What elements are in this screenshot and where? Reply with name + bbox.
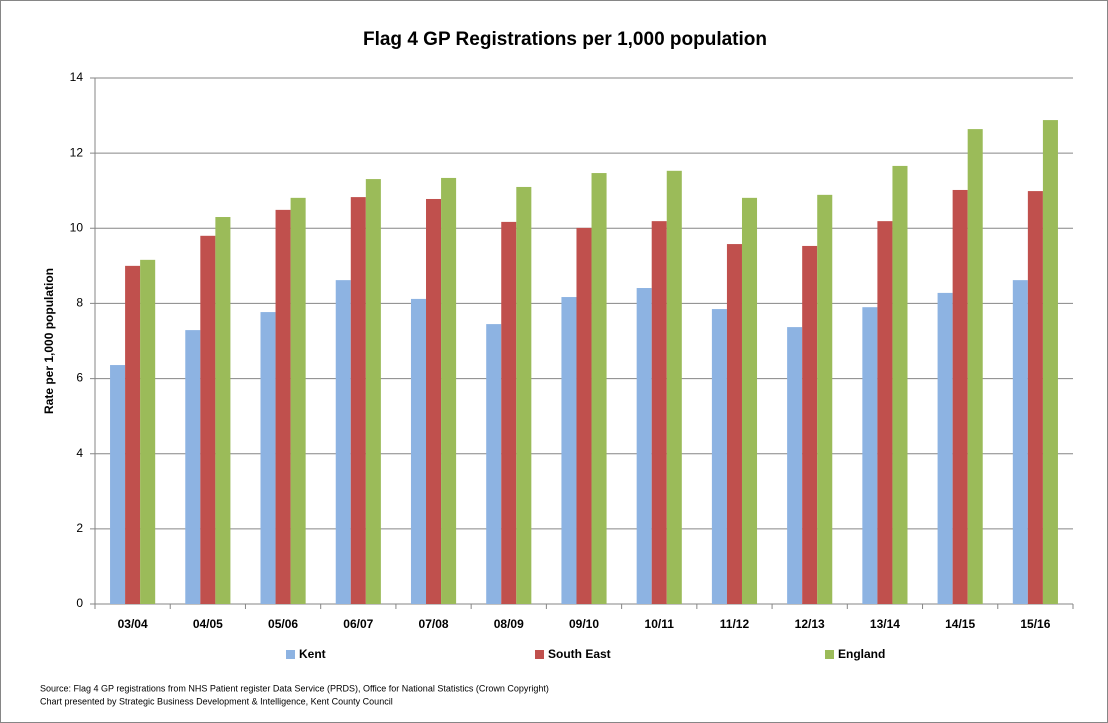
x-tick-label: 04/05 xyxy=(193,617,223,631)
bar xyxy=(335,280,351,604)
bar xyxy=(802,245,818,605)
bar xyxy=(726,244,742,604)
bar xyxy=(365,179,381,604)
x-tick-label: 05/06 xyxy=(268,617,298,631)
bar xyxy=(441,177,457,604)
bar xyxy=(877,221,893,604)
x-tick-label: 15/16 xyxy=(1020,617,1050,631)
bar xyxy=(636,288,652,604)
y-tick-label: 14 xyxy=(70,70,84,84)
x-tick-label: 14/15 xyxy=(945,617,975,631)
x-tick-label: 06/07 xyxy=(343,617,373,631)
x-tick-label: 12/13 xyxy=(795,617,825,631)
y-tick-label: 8 xyxy=(76,296,83,310)
x-tick-label: 09/10 xyxy=(569,617,599,631)
bar xyxy=(125,265,141,604)
x-tick-label: 08/09 xyxy=(494,617,524,631)
bar xyxy=(862,307,878,604)
legend-swatch xyxy=(825,650,834,659)
bar xyxy=(501,221,517,605)
bar xyxy=(1042,120,1058,604)
y-axis-label: Rate per 1,000 population xyxy=(42,268,56,414)
bar xyxy=(787,327,803,604)
legend-label: Kent xyxy=(299,647,326,661)
bar xyxy=(817,194,833,604)
y-tick-label: 2 xyxy=(76,521,83,535)
bar xyxy=(576,227,592,604)
bar xyxy=(200,235,216,605)
bar xyxy=(350,197,366,604)
bar xyxy=(892,165,908,604)
bar xyxy=(1027,191,1043,604)
bar xyxy=(110,365,126,604)
bar xyxy=(185,330,201,604)
bar xyxy=(937,292,953,604)
legend-swatch xyxy=(286,650,295,659)
legend-label: England xyxy=(838,647,885,661)
bar xyxy=(275,209,291,604)
bar xyxy=(651,221,667,604)
chart-title: Flag 4 GP Registrations per 1,000 popula… xyxy=(363,29,767,50)
bar xyxy=(410,298,427,604)
bar xyxy=(561,297,577,604)
source-note: Source: Flag 4 GP registrations from NHS… xyxy=(40,683,549,693)
bar xyxy=(486,324,502,604)
bar xyxy=(260,312,276,604)
y-tick-label: 0 xyxy=(76,596,83,610)
y-tick-label: 4 xyxy=(76,446,83,460)
bar xyxy=(1012,280,1028,604)
y-tick-label: 10 xyxy=(70,220,84,234)
y-tick-label: 12 xyxy=(70,145,84,159)
legend-label: South East xyxy=(548,647,611,661)
bar xyxy=(711,309,727,604)
bar xyxy=(516,186,532,604)
bar xyxy=(215,217,231,604)
source-note: Chart presented by Strategic Business De… xyxy=(40,696,393,706)
bar xyxy=(967,129,983,604)
x-tick-label: 03/04 xyxy=(118,617,148,631)
x-tick-label: 13/14 xyxy=(870,617,900,631)
bar xyxy=(591,173,607,604)
x-tick-label: 07/08 xyxy=(419,617,449,631)
bar xyxy=(140,259,156,604)
y-tick-label: 6 xyxy=(76,371,83,385)
bar xyxy=(290,197,306,605)
bar xyxy=(666,170,682,604)
x-tick-label: 11/12 xyxy=(720,617,750,631)
legend-swatch xyxy=(535,650,544,659)
x-tick-label: 10/11 xyxy=(645,617,675,631)
bar xyxy=(741,197,758,605)
bar xyxy=(952,189,968,604)
bar xyxy=(426,198,442,605)
